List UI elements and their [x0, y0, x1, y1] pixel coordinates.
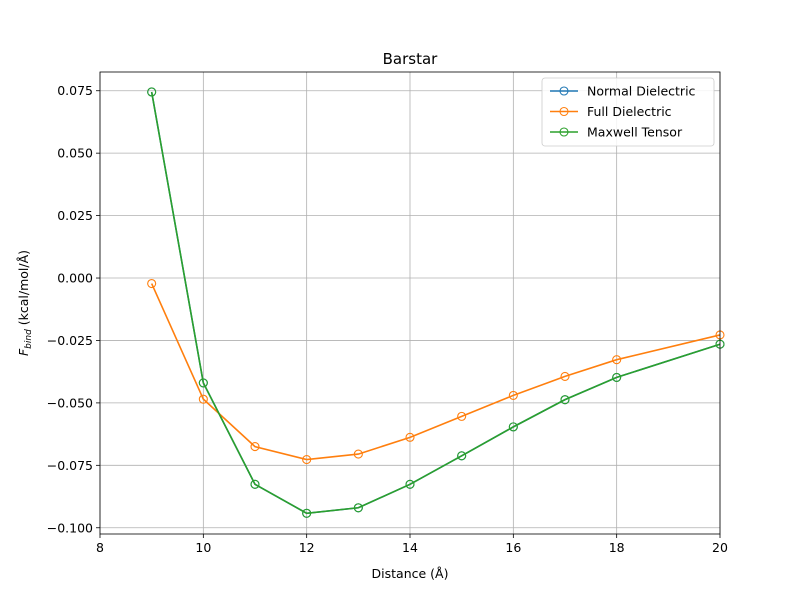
y-tick-label: 0.075 [57, 83, 93, 98]
series-maxwell-tensor [147, 87, 725, 518]
y-axis-label-rest: (kcal/mol/Å) [16, 250, 31, 329]
x-tick-label: 18 [609, 540, 625, 555]
y-axis-label: Fbind (kcal/mol/Å) [16, 250, 34, 356]
legend-marker [559, 86, 569, 96]
y-axis-label-main: F [16, 348, 31, 356]
data-point [508, 390, 518, 400]
data-point [612, 372, 622, 382]
y-tick-label: −0.100 [47, 520, 93, 535]
y-axis-ticks: 0.075 0.050 0.025 0.000 −0.025 −0.050 −0.075 −0… [47, 83, 100, 535]
grid-lines [99, 72, 721, 534]
legend: Normal Dielectric Full Dielectric Maxwell … [541, 77, 715, 147]
data-point [457, 451, 467, 461]
legend-item: Full Dielectric [550, 104, 672, 119]
legend-label: Maxwell Tensor [587, 125, 683, 140]
series-layer [147, 87, 725, 518]
x-axis-label: Distance (Å) [372, 566, 449, 581]
x-tick-label: 10 [195, 540, 211, 555]
legend-marker [559, 127, 569, 137]
y-axis-label-sub: bind [24, 329, 34, 349]
series-full-dielectric [147, 278, 725, 465]
x-tick-label: 20 [712, 540, 728, 555]
data-point [612, 355, 622, 365]
data-point [353, 503, 363, 513]
series-normal-dielectric [147, 87, 725, 518]
data-point [353, 449, 363, 459]
data-point [560, 371, 570, 381]
y-tick-label: −0.025 [47, 333, 93, 348]
y-tick-label: −0.050 [47, 395, 93, 410]
legend-item: Normal Dielectric [550, 84, 696, 99]
y-tick-label: 0.050 [57, 146, 93, 161]
data-point [405, 479, 415, 489]
data-point [250, 479, 260, 489]
legend-marker [559, 106, 569, 117]
data-point [250, 442, 260, 452]
data-point [302, 455, 312, 465]
y-tick-label: 0.025 [57, 208, 93, 223]
legend-item: Maxwell Tensor [550, 125, 683, 140]
x-tick-label: 14 [402, 540, 418, 555]
series-line [150, 283, 721, 461]
data-point [198, 394, 208, 404]
series-line [150, 91, 721, 515]
data-point [508, 422, 518, 432]
x-axis-ticks: 8 10 12 14 16 18 20 [96, 534, 728, 555]
x-tick-label: 8 [96, 540, 104, 555]
x-tick-label: 12 [299, 540, 315, 555]
y-tick-label: −0.075 [47, 458, 93, 473]
legend-box [541, 77, 715, 147]
y-tick-label: 0.000 [57, 271, 93, 286]
data-point [560, 395, 570, 405]
x-tick-label: 16 [505, 540, 521, 555]
data-point [302, 508, 312, 518]
legend-label: Normal Dielectric [587, 84, 696, 99]
chart-title: Barstar [383, 50, 439, 68]
legend-label: Full Dielectric [587, 104, 672, 119]
data-point [457, 411, 467, 421]
data-point [147, 278, 157, 289]
data-point [147, 87, 157, 97]
data-point [198, 378, 208, 388]
data-point [405, 432, 415, 442]
